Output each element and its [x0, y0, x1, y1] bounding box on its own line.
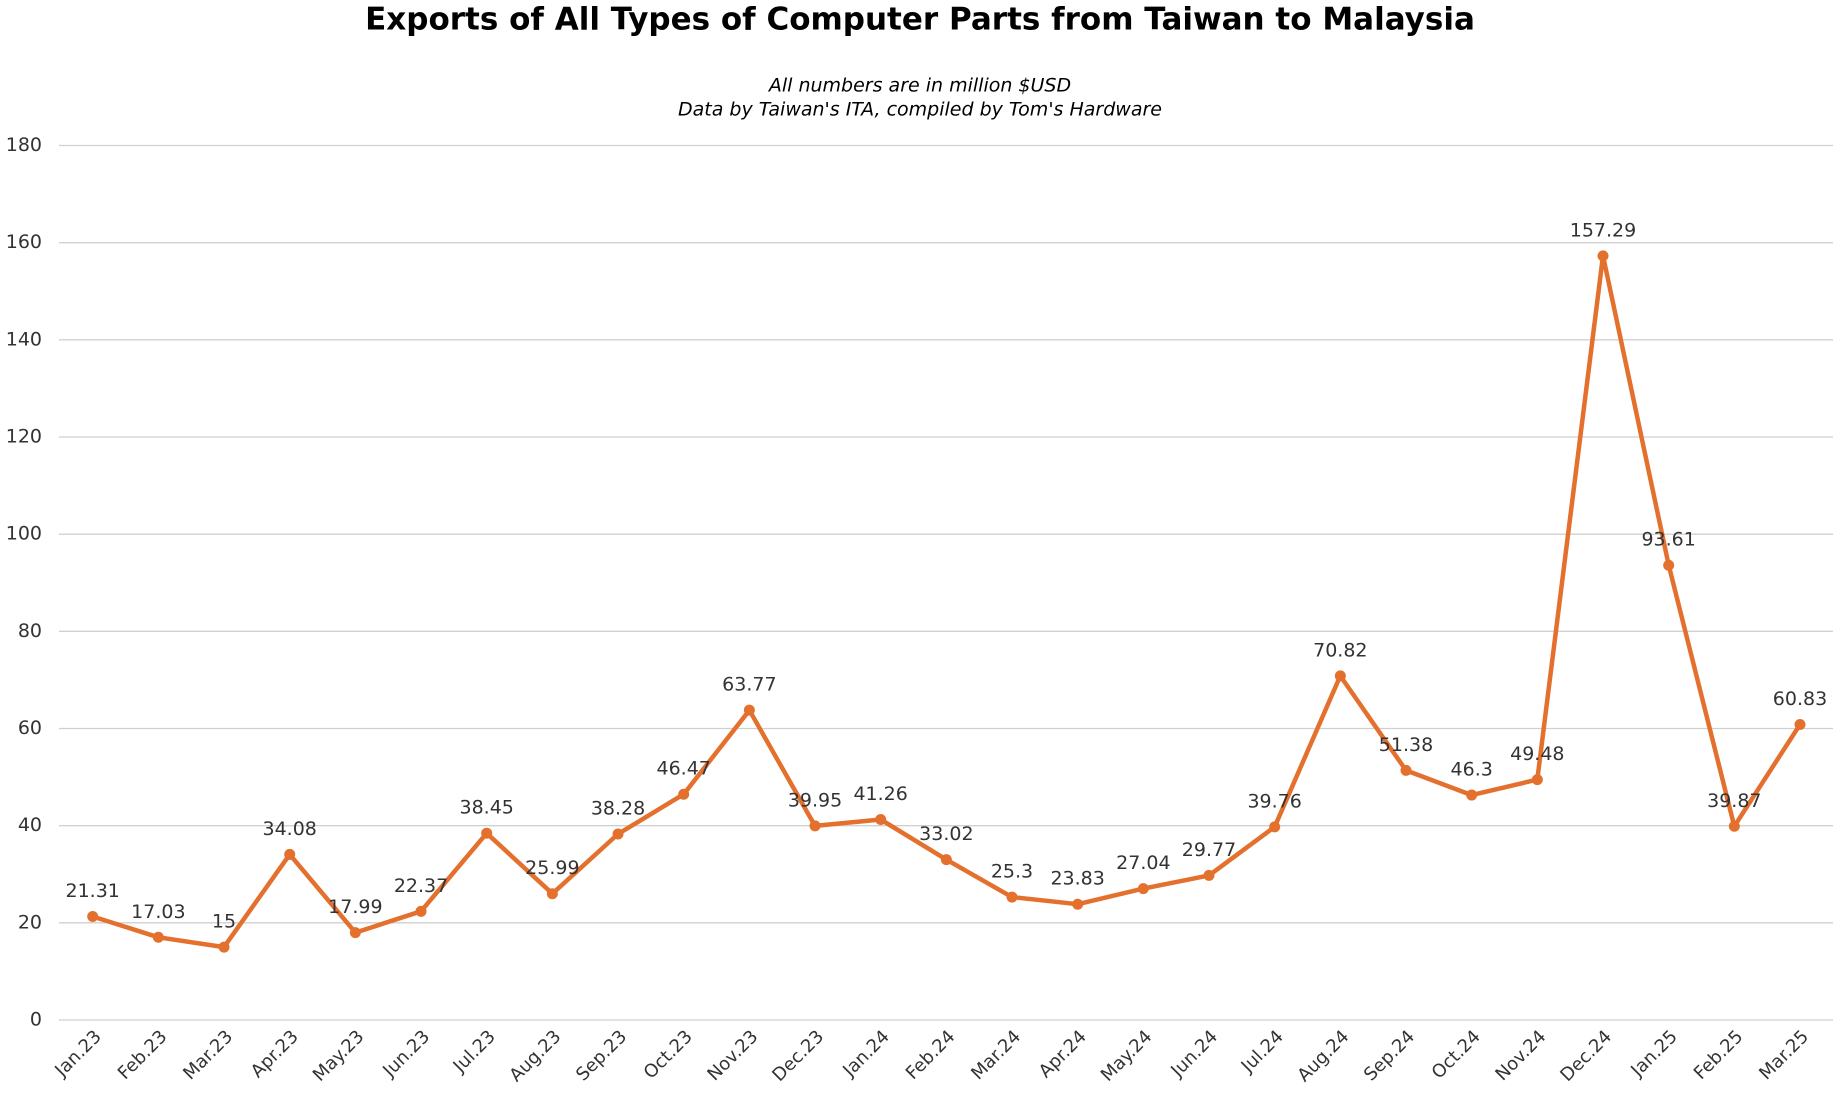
data-label: 157.29 [1570, 219, 1636, 241]
data-point [1203, 869, 1215, 881]
x-tick-label: May.24 [1097, 1026, 1157, 1086]
data-point [1663, 559, 1675, 571]
data-label: 41.26 [853, 783, 907, 805]
y-tick-label: 180 [6, 134, 42, 156]
x-tick-label: Oct.23 [640, 1026, 697, 1083]
data-point [875, 814, 887, 826]
data-point [1334, 670, 1346, 682]
x-tick-label: Jul.24 [1237, 1026, 1288, 1077]
data-point [1400, 764, 1412, 776]
x-tick-label: Jun.24 [1166, 1026, 1222, 1082]
data-label: 38.45 [459, 797, 513, 819]
x-tick-label: Dec.23 [768, 1026, 828, 1086]
data-label: 15 [212, 911, 236, 933]
data-point [809, 820, 821, 832]
data-label: 46.3 [1451, 759, 1493, 781]
data-point [1531, 774, 1543, 786]
data-label: 93.61 [1641, 529, 1695, 551]
data-point [1466, 789, 1478, 801]
x-tick-label: Aug.24 [1293, 1026, 1353, 1086]
data-label: 33.02 [919, 823, 973, 845]
y-tick-label: 120 [6, 426, 42, 448]
x-tick-label: Nov.23 [703, 1026, 762, 1085]
data-point [612, 828, 624, 840]
x-tick-label: Mar.25 [1755, 1026, 1813, 1084]
data-point [1006, 891, 1018, 903]
x-tick-label: Jul.23 [449, 1026, 500, 1077]
y-tick-label: 80 [18, 620, 42, 642]
x-tick-label: Mar.24 [967, 1026, 1025, 1084]
data-label: 25.3 [991, 861, 1033, 883]
x-tick-label: Apr.23 [247, 1026, 303, 1082]
data-point [940, 854, 952, 866]
data-label: 27.04 [1116, 852, 1170, 874]
data-point [349, 927, 361, 939]
y-tick-label: 20 [18, 911, 42, 933]
data-label: 39.87 [1707, 790, 1761, 812]
data-point [218, 941, 230, 953]
data-point [1269, 821, 1281, 833]
chart-subtitle: All numbers are in million $USD [767, 75, 1071, 97]
x-tick-label: Jan.23 [50, 1026, 105, 1081]
y-tick-label: 40 [18, 814, 42, 836]
y-tick-label: 140 [6, 328, 42, 350]
x-tick-label: Feb.23 [114, 1026, 172, 1084]
data-point [87, 910, 99, 922]
data-point [415, 905, 427, 917]
data-label: 70.82 [1313, 639, 1367, 661]
data-point [284, 848, 296, 860]
chart-subtitle: Data by Taiwan's ITA, compiled by Tom's … [678, 99, 1162, 121]
data-label: 38.28 [591, 798, 645, 820]
data-label: 49.48 [1510, 743, 1564, 765]
data-label: 25.99 [525, 857, 579, 879]
x-tick-label: Aug.23 [505, 1026, 565, 1086]
x-tick-label: Feb.24 [902, 1026, 960, 1084]
x-tick-label: Jan.25 [1626, 1026, 1681, 1081]
x-tick-label: Mar.23 [179, 1026, 237, 1084]
x-tick-label: Nov.24 [1491, 1026, 1550, 1085]
data-label: 17.03 [131, 901, 185, 923]
data-point [1597, 250, 1609, 262]
data-label: 63.77 [722, 674, 776, 696]
y-tick-label: 60 [18, 717, 42, 739]
x-tick-label: Apr.24 [1035, 1026, 1091, 1082]
y-tick-label: 100 [6, 523, 42, 545]
x-tick-label: Sep.23 [572, 1026, 631, 1085]
data-label: 34.08 [262, 818, 316, 840]
data-point [152, 931, 164, 943]
x-tick-label: Dec.24 [1556, 1026, 1616, 1086]
data-point [1728, 820, 1740, 832]
chart-title: Exports of All Types of Computer Parts f… [365, 2, 1475, 38]
data-label: 46.47 [656, 758, 710, 780]
data-label: 22.37 [394, 875, 448, 897]
data-point [743, 704, 755, 716]
data-point [1137, 883, 1149, 895]
data-label: 51.38 [1379, 734, 1433, 756]
x-tick-label: Jun.23 [378, 1026, 434, 1082]
data-label: 21.31 [65, 880, 119, 902]
y-tick-label: 0 [30, 1009, 42, 1031]
data-label: 23.83 [1050, 868, 1104, 890]
x-tick-label: Jan.24 [838, 1026, 893, 1081]
data-label: 39.76 [1247, 790, 1301, 812]
data-label: 60.83 [1773, 688, 1827, 710]
data-point [1072, 898, 1084, 910]
x-tick-label: May.23 [309, 1026, 369, 1086]
x-tick-label: Sep.24 [1360, 1026, 1419, 1085]
data-label: 17.99 [328, 896, 382, 918]
data-point [678, 788, 690, 800]
x-tick-label: Feb.25 [1690, 1026, 1748, 1084]
x-tick-label: Oct.24 [1428, 1026, 1485, 1083]
data-point [546, 888, 558, 900]
data-point [1794, 718, 1806, 730]
data-label: 29.77 [1182, 839, 1236, 861]
data-point [481, 827, 493, 839]
data-label: 39.95 [788, 789, 842, 811]
y-tick-label: 160 [6, 231, 42, 253]
